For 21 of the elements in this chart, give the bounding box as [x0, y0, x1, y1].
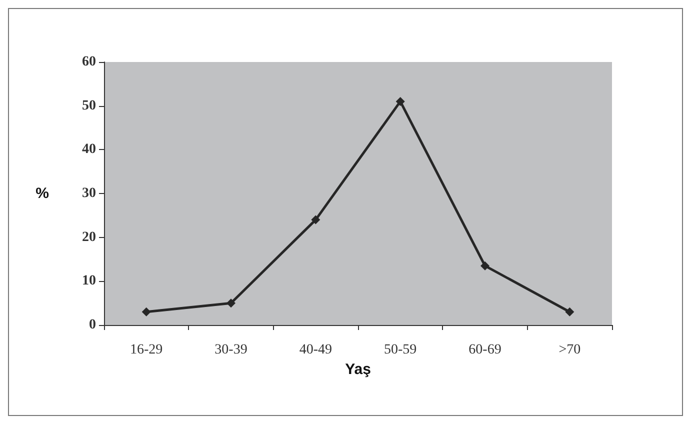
y-tick-label: 50 — [82, 98, 96, 114]
x-tick-label: 30-39 — [214, 342, 248, 358]
point — [480, 261, 490, 270]
x-tick-label: 16-29 — [130, 342, 163, 358]
point — [565, 307, 574, 316]
x-tick-label: 40-49 — [299, 342, 332, 358]
y-tick-label: 40 — [82, 142, 96, 158]
point — [311, 215, 320, 224]
y-tick-label: 10 — [82, 274, 96, 289]
point — [226, 298, 236, 308]
point — [396, 96, 405, 106]
y-axis-title: % — [36, 185, 49, 202]
y-tick-label: 20 — [82, 230, 96, 245]
y-tick-label: 0 — [89, 318, 96, 332]
y-tick-label: 30 — [82, 186, 96, 201]
x-tick-label: 60-69 — [468, 342, 502, 358]
y-tick-label: 60 — [82, 54, 96, 70]
point — [142, 307, 151, 316]
x-tick-label: 50-59 — [384, 342, 417, 358]
x-tick-label: >70 — [558, 342, 581, 358]
x-axis-title: Yaş — [345, 360, 371, 378]
